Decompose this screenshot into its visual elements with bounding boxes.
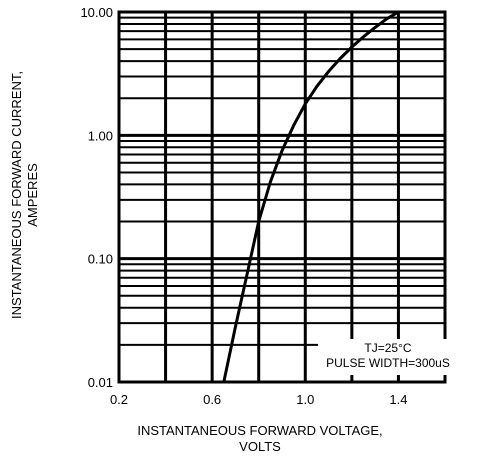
x-tick-label: 1.4 (389, 392, 407, 407)
conditions-legend: TJ=25°C PULSE WIDTH=300uS (318, 339, 458, 375)
y-tick-label: 0.10 (88, 252, 113, 267)
y-axis-label: INSTANTANEOUS FORWARD CURRENT, AMPERES (1, 10, 49, 380)
y-axis-label-line-2: AMPERES (25, 163, 41, 227)
plot-frame (117, 10, 447, 384)
grid-layer (119, 12, 445, 382)
x-tick-label: 0.6 (203, 392, 221, 407)
x-axis-label: INSTANTANEOUS FORWARD VOLTAGE, VOLTS (100, 423, 420, 455)
x-axis-label-line-1: INSTANTANEOUS FORWARD VOLTAGE, (137, 423, 383, 438)
y-tick-label: 1.00 (88, 128, 113, 143)
curve-layer (222, 10, 400, 384)
legend-pulse-width: PULSE WIDTH=300uS (326, 356, 450, 370)
forward-current-curve (222, 10, 400, 384)
y-axis-label-line-1: INSTANTANEOUS FORWARD CURRENT, (9, 71, 25, 319)
x-tick-label: 1.0 (296, 392, 314, 407)
y-tick-label: 10.00 (80, 5, 113, 20)
legend-temperature: TJ=25°C (364, 341, 412, 355)
y-tick-label: 0.01 (88, 375, 113, 390)
x-axis-label-line-2: VOLTS (239, 439, 281, 454)
x-tick-label: 0.2 (110, 392, 128, 407)
tick-layer: 0.2 0.6 1.0 1.4 10.00 1.00 0.10 0.01 (80, 5, 407, 407)
